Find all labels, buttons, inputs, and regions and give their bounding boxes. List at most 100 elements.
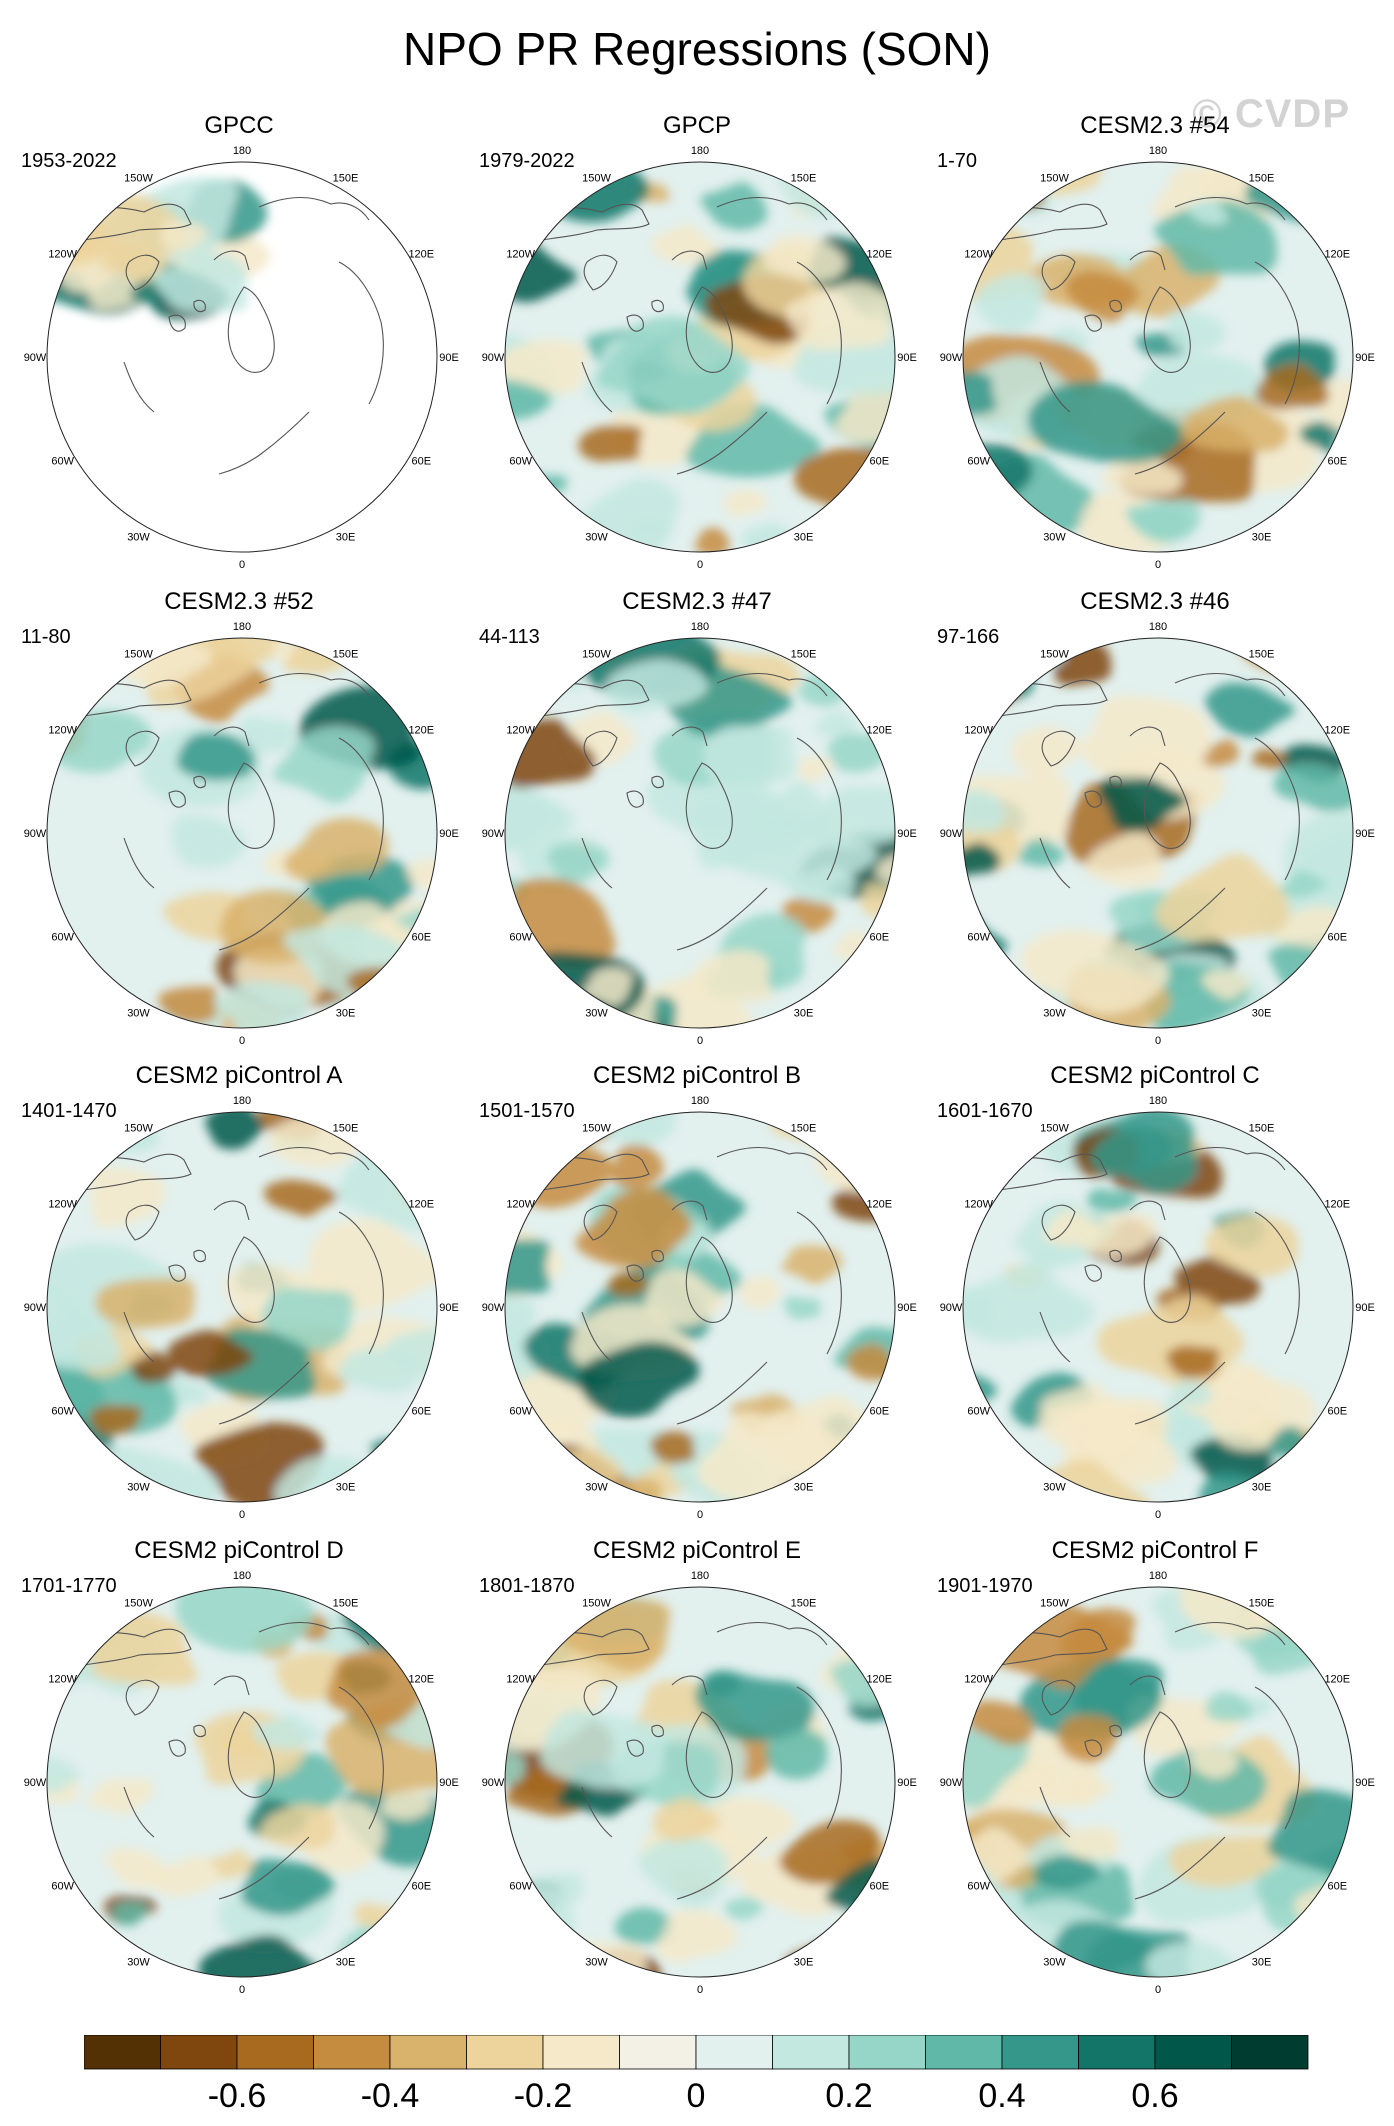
longitude-label: 60W bbox=[967, 456, 990, 468]
map-boundary bbox=[504, 637, 896, 1029]
longitude-label: 120W bbox=[964, 249, 993, 261]
positive-anomaly-region bbox=[47, 993, 133, 1028]
longitude-label: 30W bbox=[585, 531, 608, 543]
longitude-label: 180 bbox=[1149, 1570, 1167, 1582]
negative-anomaly-region bbox=[209, 1849, 256, 1879]
positive-anomaly-region bbox=[505, 1910, 543, 1957]
longitude-label: 30W bbox=[585, 1481, 608, 1493]
longitude-label: 60W bbox=[967, 1406, 990, 1418]
negative-anomaly-region bbox=[811, 1112, 895, 1193]
longitude-label: 60E bbox=[1328, 456, 1348, 468]
negative-anomaly-region bbox=[505, 1112, 615, 1149]
longitude-label: 120E bbox=[866, 1674, 892, 1686]
negative-anomaly-region bbox=[875, 855, 895, 884]
longitude-label: 120E bbox=[408, 1199, 434, 1211]
negative-anomaly-region bbox=[691, 1797, 796, 1849]
map-panel: CESM2 piControl E 1801-1870 180 150E 120E 90E… bbox=[467, 1537, 927, 2007]
longitude-label: 30E bbox=[1252, 1481, 1272, 1493]
longitude-label: 30W bbox=[1043, 1007, 1066, 1019]
colorbar-tick-label: -0.4 bbox=[361, 2077, 420, 2115]
map-boundary bbox=[962, 637, 1354, 1029]
negative-anomaly-region bbox=[326, 1649, 425, 1728]
coastlines bbox=[964, 196, 1300, 475]
panel-period: 1901-1970 bbox=[937, 1575, 1033, 1597]
precip-field bbox=[47, 638, 437, 1028]
positive-anomaly-region bbox=[963, 842, 1001, 876]
panel-title: GPCC bbox=[204, 112, 274, 139]
positive-anomaly-region bbox=[963, 1727, 1030, 1808]
negative-anomaly-region bbox=[1040, 1383, 1134, 1427]
positive-anomaly-region bbox=[112, 1902, 148, 1927]
panel-period: 1979-2022 bbox=[479, 150, 575, 172]
negative-anomaly-region bbox=[1201, 969, 1251, 1000]
positive-anomaly-region bbox=[765, 1728, 828, 1780]
longitude-label: 90E bbox=[439, 1302, 459, 1314]
negative-anomaly-region bbox=[1060, 1776, 1115, 1807]
map-boundary bbox=[504, 1111, 896, 1503]
positive-anomaly-region bbox=[235, 716, 295, 756]
positive-anomaly-region bbox=[47, 638, 103, 674]
longitude-label: 60W bbox=[509, 456, 532, 468]
map-boundary bbox=[46, 637, 438, 1029]
colorbar-tick-label: 0.6 bbox=[1131, 2077, 1178, 2115]
longitude-label: 120E bbox=[866, 1199, 892, 1211]
longitude-label: 60W bbox=[51, 1881, 74, 1893]
negative-anomaly-region bbox=[158, 986, 218, 1025]
positive-anomaly-region bbox=[371, 1595, 437, 1640]
longitude-label: 30W bbox=[1043, 1956, 1066, 1968]
positive-anomaly-region bbox=[505, 377, 551, 423]
positive-anomaly-region bbox=[703, 725, 797, 788]
panel-period: 97-166 bbox=[937, 626, 1000, 648]
panel-period: 1801-1870 bbox=[479, 1575, 575, 1597]
precip-field bbox=[963, 1587, 1353, 1977]
negative-anomaly-region bbox=[1155, 853, 1291, 942]
longitude-label: 90E bbox=[1355, 828, 1375, 840]
negative-anomaly-region bbox=[607, 1272, 649, 1297]
panel-title: CESM2.3 #46 bbox=[1080, 588, 1230, 615]
longitude-label: 150E bbox=[791, 649, 817, 661]
longitude-label: 30E bbox=[1252, 1007, 1272, 1019]
longitude-label: 60E bbox=[412, 932, 432, 944]
longitude-label: 150E bbox=[1249, 649, 1275, 661]
map-boundary bbox=[962, 1586, 1354, 1978]
panel-period: 44-113 bbox=[479, 626, 540, 648]
positive-anomaly-region bbox=[371, 1439, 416, 1467]
positive-anomaly-region bbox=[47, 205, 62, 253]
positive-anomaly-region bbox=[508, 510, 572, 549]
colorbar-swatch bbox=[389, 2035, 467, 2070]
longitude-label: 0 bbox=[697, 559, 703, 571]
longitude-label: 150E bbox=[333, 173, 359, 185]
panel-title: CESM2.3 #47 bbox=[622, 588, 772, 615]
positive-anomaly-region bbox=[1287, 1473, 1326, 1496]
positive-anomaly-region bbox=[526, 649, 585, 692]
longitude-label: 150W bbox=[124, 173, 153, 185]
negative-anomaly-region bbox=[90, 1167, 166, 1228]
longitude-label: 30W bbox=[127, 1956, 150, 1968]
positive-anomaly-region bbox=[1333, 427, 1353, 455]
longitude-label: 90W bbox=[940, 1777, 963, 1789]
negative-anomaly-region bbox=[1319, 1900, 1353, 1944]
longitude-label: 150W bbox=[124, 1598, 153, 1610]
longitude-label: 90W bbox=[940, 352, 963, 364]
positive-anomaly-region bbox=[272, 726, 375, 803]
positive-anomaly-region bbox=[175, 1587, 314, 1653]
longitude-label: 90E bbox=[439, 1777, 459, 1789]
negative-anomaly-region bbox=[1058, 1826, 1119, 1860]
positive-anomaly-region bbox=[1087, 1188, 1137, 1213]
figure-title: NPO PR Regressions (SON) bbox=[403, 23, 991, 75]
longitude-label: 0 bbox=[697, 1509, 703, 1521]
longitude-label: 0 bbox=[239, 1984, 245, 1996]
longitude-label: 180 bbox=[691, 621, 709, 633]
positive-anomaly-region bbox=[198, 1934, 328, 1977]
positive-anomaly-region bbox=[169, 1383, 208, 1407]
positive-anomaly-region bbox=[963, 1587, 989, 1616]
negative-anomaly-region bbox=[833, 638, 895, 689]
longitude-label: 180 bbox=[1149, 145, 1167, 157]
positive-anomaly-region bbox=[171, 813, 246, 869]
longitude-label: 120W bbox=[964, 725, 993, 737]
longitude-label: 60E bbox=[1328, 932, 1348, 944]
negative-anomaly-region bbox=[687, 949, 773, 1003]
longitude-label: 120E bbox=[866, 249, 892, 261]
longitude-label: 60E bbox=[1328, 1881, 1348, 1893]
positive-anomaly-region bbox=[1284, 813, 1353, 895]
